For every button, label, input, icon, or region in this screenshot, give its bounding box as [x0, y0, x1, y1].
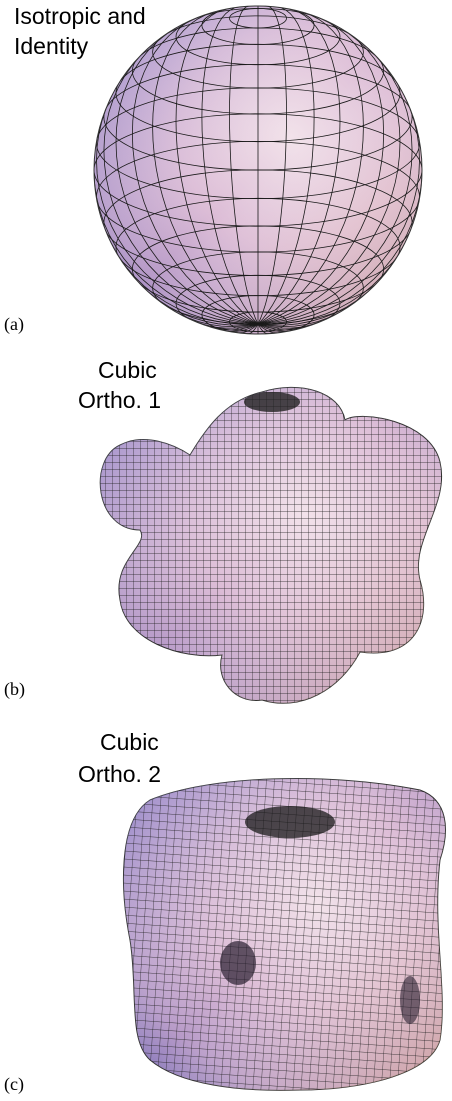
panel-title: Cubic: [98, 357, 157, 383]
panel-title: Identity: [14, 33, 89, 59]
panel-title: Ortho. 2: [78, 761, 161, 787]
dimple: [245, 806, 335, 838]
figure: Isotropic and Identity (a) Cubic Ortho. …: [0, 0, 452, 1101]
panel-title: Ortho. 1: [78, 387, 161, 413]
panel-title: Isotropic and: [14, 3, 146, 29]
panel-label: (b): [4, 679, 25, 700]
panel-b: Cubic Ortho. 1 (b): [4, 357, 442, 703]
panel-a: Isotropic and Identity (a): [4, 3, 422, 335]
panel-c: Cubic Ortho. 2 (c): [4, 729, 445, 1095]
panel-label: (a): [4, 314, 24, 335]
dimple: [400, 976, 420, 1024]
panel-title: Cubic: [100, 729, 159, 755]
pole: [244, 392, 300, 412]
surface-mesh: [100, 387, 441, 703]
dimple: [220, 941, 256, 985]
page: Isotropic and Identity (a) Cubic Ortho. …: [0, 0, 452, 1101]
panel-label: (c): [4, 1074, 24, 1095]
